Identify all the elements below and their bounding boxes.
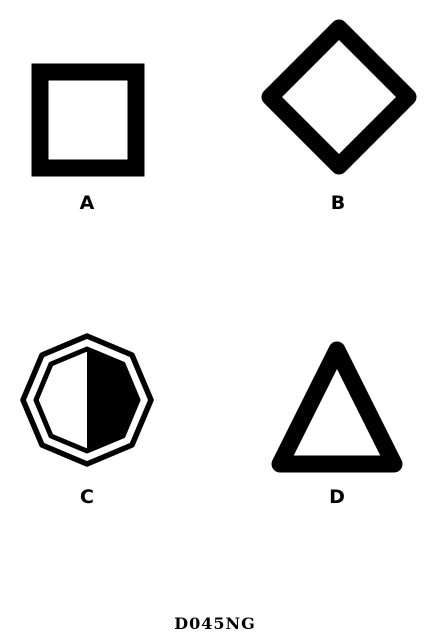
square-symbol [31,63,145,177]
label-a: A [79,192,95,214]
triangle-symbol [271,341,403,473]
diamond-symbol [261,19,417,175]
label-c: C [80,486,94,508]
label-b: B [330,192,346,214]
octagon-half-filled-symbol [20,333,154,467]
label-d: D [329,486,345,508]
figure-code: D045NG [174,614,256,633]
